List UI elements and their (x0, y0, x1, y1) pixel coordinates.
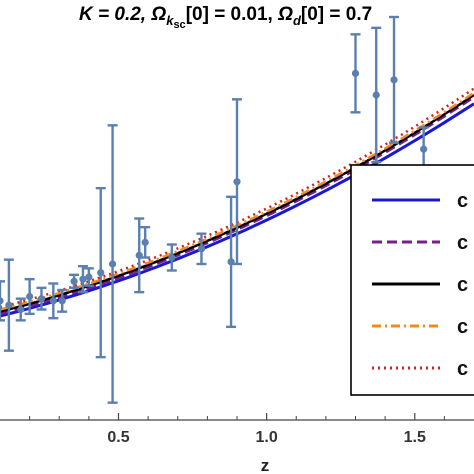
point-marker (351, 69, 360, 77)
title-omega-k-symbol: Ω (150, 4, 166, 25)
title-omega-k-value: [0] = 0.01, (186, 4, 278, 25)
data-point (0, 280, 5, 322)
x-axis-ticks: 0.5 1.0 1.5 (29, 413, 445, 446)
data-point (15, 297, 26, 322)
point-marker (70, 277, 78, 285)
point-marker (17, 305, 25, 314)
point-marker (233, 178, 241, 186)
data-point (77, 264, 88, 294)
data-point (166, 243, 177, 272)
x-axis-label: z (261, 456, 270, 474)
data-point (371, 26, 382, 164)
point-marker (108, 260, 117, 268)
point-marker (390, 76, 398, 84)
point-marker (372, 91, 380, 99)
data-point (232, 98, 242, 266)
point-marker (97, 269, 105, 277)
point-marker (420, 145, 428, 153)
data-point (134, 217, 145, 294)
point-marker (26, 292, 34, 301)
x-tick-label: 1.5 (404, 429, 426, 446)
legend-label-5: c (457, 358, 468, 380)
data-point (226, 195, 237, 329)
data-point (83, 267, 94, 287)
legend-label-1: c (457, 190, 468, 212)
point-marker (37, 295, 46, 303)
title-omega-k-subsub: sc (173, 19, 185, 31)
point-marker (0, 297, 4, 305)
title-k-part: K = 0.2, (79, 4, 151, 25)
title-omega-d-sub: d (293, 13, 302, 28)
title-omega-d-value: [0] = 0.7 (301, 4, 372, 25)
data-point (24, 277, 35, 316)
x-tick-label: 0.5 (107, 429, 129, 446)
data-point (350, 33, 361, 114)
point-marker (85, 273, 93, 281)
point-marker (168, 253, 176, 262)
data-point (57, 288, 68, 313)
data-point (95, 186, 106, 359)
chart-title: K = 0.2, Ωksc[0] = 0.01, Ωd[0] = 0.7 (79, 4, 372, 31)
data-point (196, 232, 207, 266)
title-omega-k-sub: k (166, 13, 174, 28)
point-marker (5, 301, 13, 309)
data-point (389, 15, 400, 144)
legend-box (350, 164, 474, 396)
point-marker (49, 297, 57, 305)
data-point (69, 273, 80, 290)
point-marker (197, 245, 206, 253)
data-point (140, 225, 151, 259)
data-point (3, 258, 14, 352)
point-marker (79, 275, 87, 283)
x-tick-label: 1.0 (256, 429, 278, 446)
point-marker (141, 238, 149, 246)
point-marker (58, 297, 66, 305)
legend-label-2: c (457, 232, 468, 254)
title-omega-d-symbol: Ω (277, 4, 293, 25)
data-point (36, 286, 47, 311)
legend-label-4: c (457, 316, 468, 338)
data-point (107, 124, 118, 404)
data-point (48, 282, 59, 320)
legend-label-3: c (457, 274, 468, 296)
